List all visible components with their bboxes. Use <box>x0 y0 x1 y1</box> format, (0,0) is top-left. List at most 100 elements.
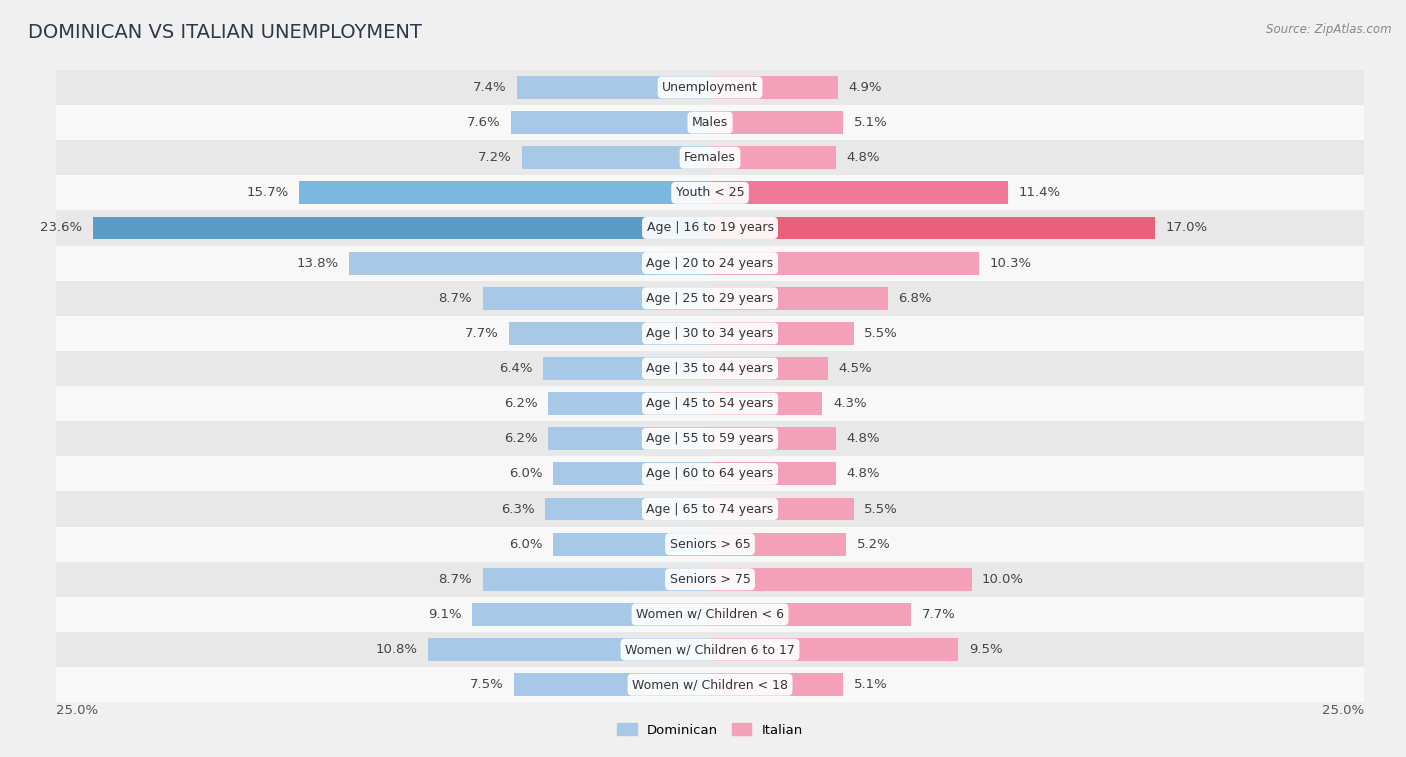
Bar <box>710 287 887 310</box>
Bar <box>543 357 710 380</box>
Text: Age | 45 to 54 years: Age | 45 to 54 years <box>647 397 773 410</box>
Text: 17.0%: 17.0% <box>1166 222 1208 235</box>
Bar <box>56 386 1364 421</box>
Text: 6.2%: 6.2% <box>503 397 537 410</box>
Bar <box>710 428 835 450</box>
Bar <box>56 491 1364 527</box>
Bar <box>472 603 710 626</box>
Bar <box>710 322 853 344</box>
Text: 23.6%: 23.6% <box>41 222 83 235</box>
Bar <box>548 392 710 415</box>
Text: 13.8%: 13.8% <box>297 257 339 269</box>
Bar <box>56 70 1364 105</box>
Text: 25.0%: 25.0% <box>56 704 98 717</box>
Bar <box>710 182 1008 204</box>
Text: Females: Females <box>685 151 735 164</box>
Bar <box>710 146 835 169</box>
Text: 7.5%: 7.5% <box>470 678 503 691</box>
Legend: Dominican, Italian: Dominican, Italian <box>612 718 808 742</box>
Text: 6.4%: 6.4% <box>499 362 533 375</box>
Text: DOMINICAN VS ITALIAN UNEMPLOYMENT: DOMINICAN VS ITALIAN UNEMPLOYMENT <box>28 23 422 42</box>
Text: 7.6%: 7.6% <box>467 116 501 129</box>
Bar <box>56 421 1364 456</box>
Bar <box>515 673 710 696</box>
Text: 9.5%: 9.5% <box>969 643 1002 656</box>
Text: 6.2%: 6.2% <box>503 432 537 445</box>
Bar <box>710 76 838 99</box>
Text: Age | 25 to 29 years: Age | 25 to 29 years <box>647 291 773 305</box>
Text: 5.1%: 5.1% <box>853 678 887 691</box>
Text: 4.8%: 4.8% <box>846 151 880 164</box>
Text: 7.2%: 7.2% <box>478 151 512 164</box>
Bar <box>710 392 823 415</box>
Text: Males: Males <box>692 116 728 129</box>
Bar <box>299 182 710 204</box>
Text: 4.5%: 4.5% <box>838 362 872 375</box>
Bar <box>56 176 1364 210</box>
Bar <box>710 497 853 521</box>
Text: Youth < 25: Youth < 25 <box>676 186 744 199</box>
Bar <box>710 111 844 134</box>
Text: 25.0%: 25.0% <box>1322 704 1364 717</box>
Text: 7.4%: 7.4% <box>472 81 506 94</box>
Bar <box>56 562 1364 597</box>
Text: 4.3%: 4.3% <box>832 397 866 410</box>
Bar <box>710 603 911 626</box>
Text: Age | 65 to 74 years: Age | 65 to 74 years <box>647 503 773 516</box>
Text: 6.0%: 6.0% <box>509 537 543 550</box>
Text: 7.7%: 7.7% <box>922 608 956 621</box>
Text: Age | 16 to 19 years: Age | 16 to 19 years <box>647 222 773 235</box>
Bar <box>56 316 1364 351</box>
Bar <box>56 351 1364 386</box>
Text: 4.8%: 4.8% <box>846 467 880 481</box>
Text: Women w/ Children < 18: Women w/ Children < 18 <box>633 678 787 691</box>
Bar <box>56 105 1364 140</box>
Text: Age | 55 to 59 years: Age | 55 to 59 years <box>647 432 773 445</box>
Text: Women w/ Children 6 to 17: Women w/ Children 6 to 17 <box>626 643 794 656</box>
Bar <box>56 140 1364 176</box>
Bar <box>553 463 710 485</box>
Bar <box>710 357 828 380</box>
Bar <box>56 245 1364 281</box>
Bar <box>553 533 710 556</box>
Bar <box>548 428 710 450</box>
Text: Age | 60 to 64 years: Age | 60 to 64 years <box>647 467 773 481</box>
Bar <box>56 210 1364 245</box>
Text: 5.2%: 5.2% <box>856 537 890 550</box>
Text: 6.8%: 6.8% <box>898 291 932 305</box>
Text: Age | 30 to 34 years: Age | 30 to 34 years <box>647 327 773 340</box>
Bar <box>710 638 959 661</box>
Text: 6.3%: 6.3% <box>501 503 534 516</box>
Text: 6.0%: 6.0% <box>509 467 543 481</box>
Bar <box>56 527 1364 562</box>
Text: 8.7%: 8.7% <box>439 573 472 586</box>
Text: Women w/ Children < 6: Women w/ Children < 6 <box>636 608 785 621</box>
Bar <box>710 463 835 485</box>
Bar <box>56 632 1364 667</box>
Bar <box>56 281 1364 316</box>
Text: Age | 20 to 24 years: Age | 20 to 24 years <box>647 257 773 269</box>
Text: 15.7%: 15.7% <box>246 186 290 199</box>
Bar <box>512 111 710 134</box>
Bar <box>522 146 710 169</box>
Text: 10.8%: 10.8% <box>375 643 418 656</box>
Bar <box>482 568 710 590</box>
Bar <box>56 456 1364 491</box>
Bar <box>710 251 980 275</box>
Bar <box>516 76 710 99</box>
Text: 8.7%: 8.7% <box>439 291 472 305</box>
Text: 4.9%: 4.9% <box>849 81 882 94</box>
Text: Seniors > 65: Seniors > 65 <box>669 537 751 550</box>
Text: 10.3%: 10.3% <box>990 257 1032 269</box>
Bar <box>93 217 710 239</box>
Text: 11.4%: 11.4% <box>1018 186 1060 199</box>
Bar <box>56 597 1364 632</box>
Bar <box>482 287 710 310</box>
Text: 5.5%: 5.5% <box>865 503 898 516</box>
Text: 10.0%: 10.0% <box>981 573 1024 586</box>
Text: 5.1%: 5.1% <box>853 116 887 129</box>
Text: Unemployment: Unemployment <box>662 81 758 94</box>
Text: Seniors > 75: Seniors > 75 <box>669 573 751 586</box>
Bar <box>710 673 844 696</box>
Bar <box>710 533 846 556</box>
